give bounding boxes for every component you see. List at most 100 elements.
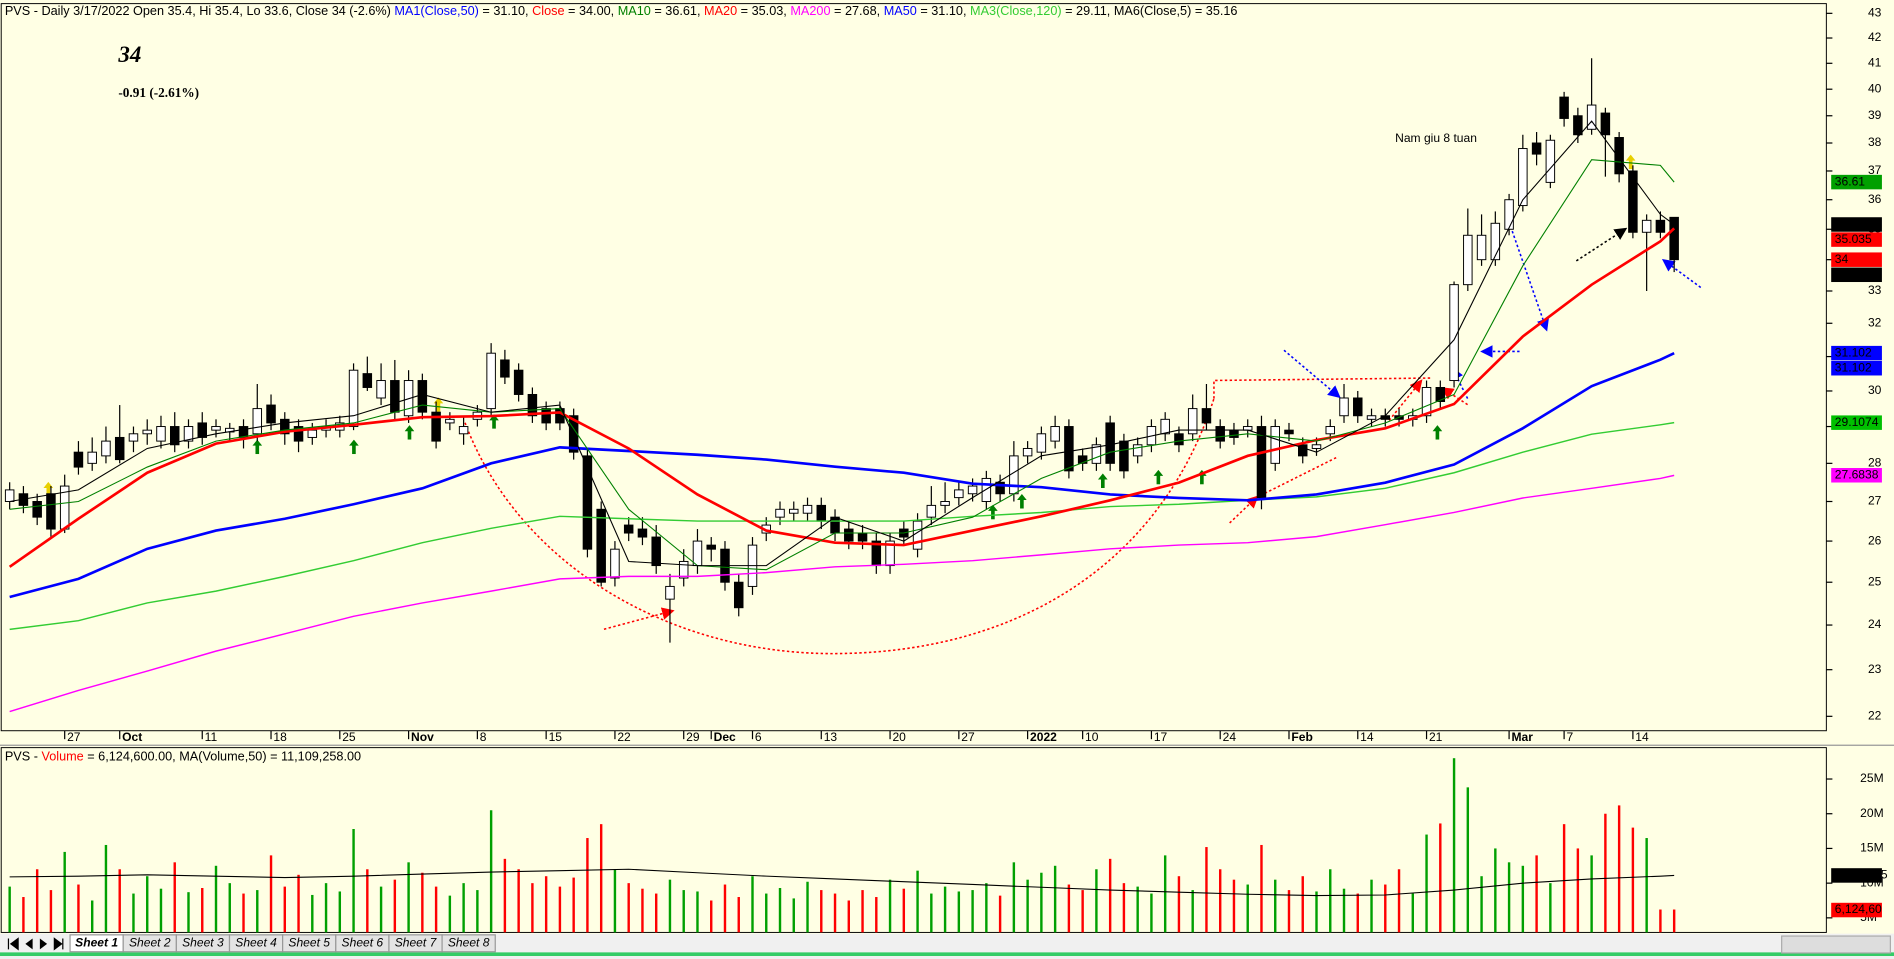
candle-body — [431, 411, 441, 442]
candle-body — [293, 426, 304, 442]
y-tick-label: 36 — [1868, 192, 1882, 206]
sheet-tab-label[interactable]: Sheet 4 — [235, 935, 277, 949]
x-tick-label: 22 — [617, 730, 631, 744]
axis-tag-label: 6,124,60 — [1835, 902, 1882, 916]
candle-body — [1036, 433, 1047, 453]
volume-bar — [187, 892, 190, 933]
volume-bar — [1549, 883, 1552, 933]
candle-body — [678, 560, 689, 579]
candle-body — [445, 418, 455, 424]
candle-body — [101, 440, 111, 457]
volume-bar — [35, 869, 39, 933]
cup-arc — [464, 398, 1215, 655]
y-tick-label: 25 — [1868, 574, 1882, 588]
header-segment: MA10 — [618, 4, 651, 18]
sheet-tabs: Sheet 1 Sheet 2 Sheet 3 Sheet 4 Sheet 5 Sheet… — [69, 934, 496, 953]
axis-tag — [1831, 267, 1882, 283]
header-segment: = 6,124,600.00, MA(Volume,50) = 11,109,2… — [84, 750, 361, 764]
volume-bar — [489, 810, 493, 933]
candle-body — [238, 426, 249, 438]
header-segment: MA200 — [790, 4, 830, 18]
price-panel-frame — [0, 3, 1827, 732]
sheet-tab-label[interactable]: Sheet 3 — [182, 935, 224, 949]
candle-body — [651, 536, 661, 567]
sheet-tab-label[interactable]: Sheet 8 — [448, 935, 490, 949]
candle-body — [1531, 142, 1542, 155]
nav-first[interactable] — [7, 937, 19, 951]
volume-bar — [8, 886, 11, 933]
scrollbar[interactable] — [1781, 935, 1891, 954]
sheet-tab-label[interactable]: Sheet 6 — [342, 935, 384, 949]
candle-body — [1504, 199, 1514, 230]
candle-body — [1641, 219, 1652, 233]
sheet-tab-label[interactable]: Sheet 5 — [288, 935, 330, 949]
header-segment: PVS - — [5, 750, 42, 764]
ma-line — [9, 120, 1675, 567]
header-segment: Close — [532, 4, 564, 18]
volume-bar — [1012, 862, 1016, 933]
axis-tag — [1831, 868, 1882, 883]
volume-bar — [1411, 893, 1415, 933]
y-tick-label: 28 — [1868, 456, 1882, 470]
header-segment: PVS - Daily 3/17/2022 Open 35.4, Hi 35.4… — [5, 4, 395, 18]
candle-body — [1366, 415, 1377, 420]
volume-bar — [77, 884, 80, 933]
nav-last[interactable] — [53, 937, 64, 951]
axis-tag-label: 34 — [1835, 252, 1849, 266]
volume-bar — [1370, 879, 1373, 933]
volume-bar — [1095, 869, 1098, 933]
ma-line — [8, 227, 1676, 568]
volume-plot — [8, 758, 1676, 933]
candle-body — [513, 369, 524, 395]
volume-bar — [1218, 869, 1222, 933]
candle-body — [527, 393, 538, 417]
x-tick-label: 21 — [1429, 730, 1443, 744]
arrow — [1283, 349, 1341, 399]
volume-bar — [1535, 855, 1538, 933]
candle-body — [857, 532, 868, 542]
x-tick-label: Feb — [1291, 730, 1312, 744]
volume-bar — [476, 890, 479, 933]
candle-body — [1463, 234, 1473, 286]
header-segment: = 35.16 — [1191, 4, 1237, 18]
volume-bar — [1576, 848, 1580, 933]
volume-bar — [627, 883, 630, 933]
candle-body — [1077, 455, 1088, 464]
candle-body — [390, 380, 400, 413]
volume-bar — [723, 884, 727, 933]
volume-bar — [682, 890, 685, 933]
candle-body — [114, 436, 125, 461]
volume-bar — [132, 893, 135, 933]
candle-body — [981, 477, 992, 502]
candle-body — [183, 426, 194, 442]
candle-body — [1119, 440, 1129, 472]
axis-tag — [1831, 468, 1882, 483]
volume-bar — [1315, 891, 1318, 933]
volume-bar — [324, 883, 328, 933]
x-tick-label: Nov — [411, 730, 434, 744]
x-tick-label: 2022 — [1030, 730, 1057, 744]
ma-line — [9, 421, 1675, 631]
sheet-nav[interactable] — [7, 937, 64, 951]
last-price: 34 — [117, 42, 141, 67]
volume-bar — [352, 829, 355, 933]
sheet-tab[interactable] — [441, 934, 496, 953]
volume-bar — [228, 883, 231, 933]
sheet-tab-label[interactable]: Sheet 7 — [395, 935, 438, 949]
volume-bar — [448, 895, 452, 933]
volume-bar — [311, 894, 314, 933]
y-tick-label: 41 — [1868, 55, 1882, 69]
nav-prev[interactable] — [25, 938, 33, 950]
sheet-tab-label[interactable]: Sheet 1 — [75, 935, 118, 949]
candle-body — [568, 415, 579, 453]
candle-body — [775, 508, 785, 518]
volume-bar — [1452, 758, 1456, 933]
volume-bar — [1136, 886, 1139, 933]
arrow — [1229, 495, 1259, 524]
sheet-tab-label[interactable]: Sheet 2 — [129, 935, 171, 949]
volume-bar — [1645, 838, 1648, 933]
volume-bar — [1384, 884, 1387, 933]
candle-body — [403, 380, 414, 417]
volume-bar — [668, 879, 672, 933]
nav-next[interactable] — [39, 938, 48, 950]
